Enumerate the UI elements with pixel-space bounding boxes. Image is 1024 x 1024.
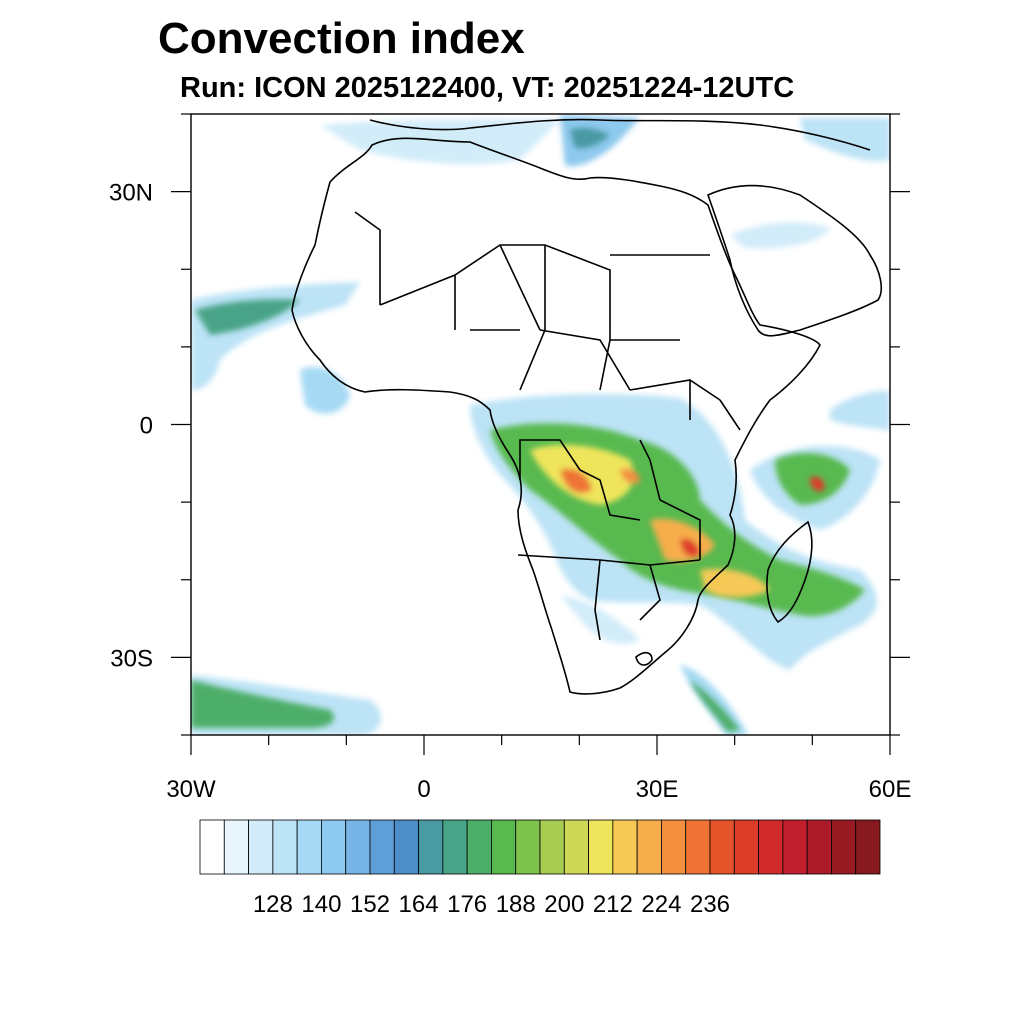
- colorbar-swatch: [588, 819, 614, 875]
- convection-field: [191, 115, 890, 735]
- colorbar-label: 152: [350, 891, 390, 918]
- border-line-south: [517, 439, 701, 641]
- border-line: [354, 211, 741, 431]
- y-tick-label: 30S: [110, 645, 153, 672]
- arabian-peninsula: [707, 184, 882, 337]
- colorbar-swatch: [418, 819, 444, 875]
- madagascar: [766, 520, 813, 624]
- colorbar-swatch: [636, 819, 662, 875]
- colorbar-swatch: [393, 819, 419, 875]
- chart-subtitle: Run: ICON 2025122400, VT: 20251224-12UTC: [180, 72, 795, 104]
- colorbar-swatch: [661, 819, 687, 875]
- y-tick-label: 0: [140, 413, 153, 440]
- colorbar-swatch: [831, 819, 857, 875]
- colorbar-swatch: [345, 819, 371, 875]
- axis-tick-labels: 30W 0 30E 60E 30N 0 30S: [109, 180, 911, 803]
- colorbar-swatch: [491, 819, 517, 875]
- colorbar-swatch: [685, 819, 711, 875]
- colorbar-swatch: [806, 819, 832, 875]
- colorbar-label: 212: [593, 891, 633, 918]
- coastlines-borders: [291, 118, 882, 695]
- africa-coastline: [291, 137, 821, 695]
- colorbar-swatch: [782, 819, 808, 875]
- colorbar-label: 128: [253, 891, 293, 918]
- x-tick-label: 30E: [636, 776, 679, 803]
- colorbar-label: 236: [690, 891, 730, 918]
- colorbar-swatch: [515, 819, 541, 875]
- colorbar-swatch: [199, 819, 225, 875]
- colorbar-swatch: [855, 819, 881, 875]
- colorbar-swatch: [369, 819, 395, 875]
- mediterranean-coast: [369, 118, 871, 151]
- colorbar-label: 176: [447, 891, 487, 918]
- colorbar-swatch: [248, 819, 274, 875]
- colorbar-label: 224: [641, 891, 681, 918]
- colorbar-swatch: [466, 819, 492, 875]
- colorbar-swatch: [442, 819, 468, 875]
- colorbar-label: 164: [399, 891, 439, 918]
- chart-title: Convection index: [158, 14, 525, 63]
- colorbar-label: 200: [544, 891, 584, 918]
- colorbar-swatch: [758, 819, 784, 875]
- colorbar-labels: 128 140 152 164 176 188 200 212 224 236: [253, 891, 730, 918]
- y-tick-label: 30N: [109, 180, 153, 207]
- colorbar-swatch: [321, 819, 347, 875]
- x-tick-label: 0: [417, 776, 430, 803]
- colorbar-swatch: [563, 819, 589, 875]
- x-tick-label: 30W: [166, 776, 216, 803]
- colorbar-swatch: [733, 819, 759, 875]
- colorbar-swatch: [296, 819, 322, 875]
- x-tick-label: 60E: [869, 776, 912, 803]
- colorbar: [199, 819, 881, 875]
- colorbar-swatch: [709, 819, 735, 875]
- colorbar-swatch: [612, 819, 638, 875]
- colorbar-label: 140: [301, 891, 341, 918]
- axis-ticks: [171, 113, 910, 755]
- lesotho: [635, 651, 653, 666]
- colorbar-swatch: [272, 819, 298, 875]
- colorbar-swatch: [223, 819, 249, 875]
- colorbar-swatch: [539, 819, 565, 875]
- colorbar-label: 188: [496, 891, 536, 918]
